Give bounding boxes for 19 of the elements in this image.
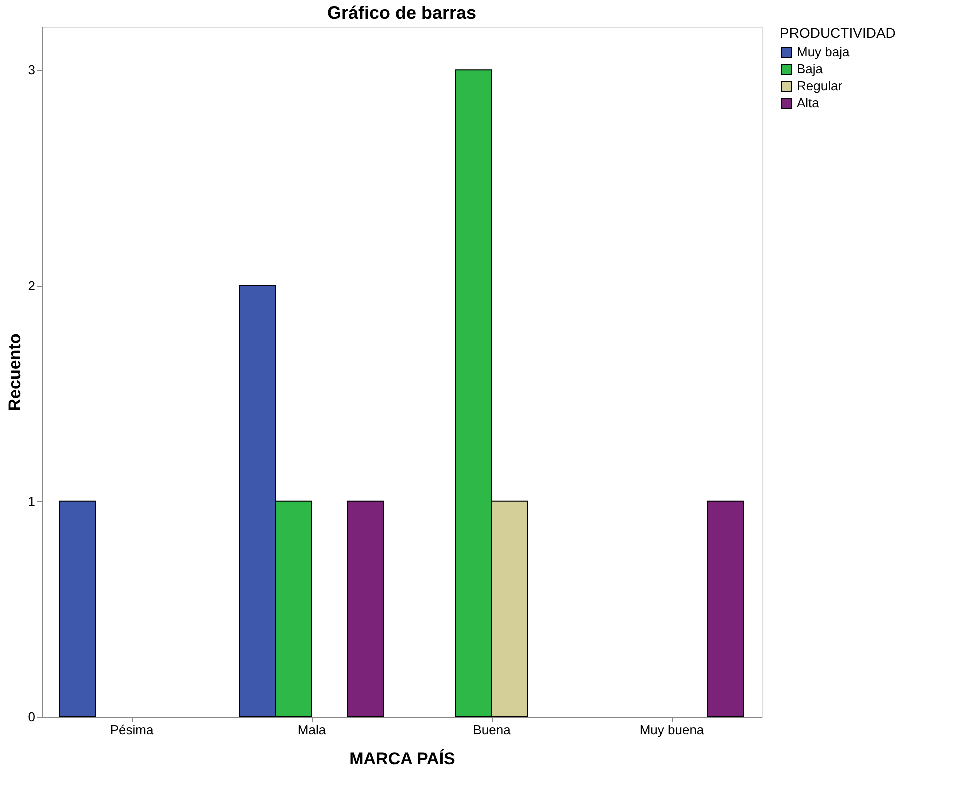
bar: [60, 500, 96, 718]
legend-label: Alta: [797, 96, 820, 110]
bar: [348, 500, 384, 718]
y-tick-label: 3: [28, 62, 36, 78]
x-tick-label: Pésima: [110, 722, 154, 738]
x-tick-label: Mala: [298, 722, 327, 738]
legend-label: Muy baja: [797, 44, 851, 60]
legend-label: Regular: [797, 78, 844, 94]
y-axis-title: Recuento: [5, 334, 24, 412]
chart-title: Gráfico de barras: [327, 3, 477, 23]
x-tick-label: Buena: [473, 722, 512, 738]
x-axis-title: MARCA PAÍS: [350, 748, 456, 768]
y-tick-label: 0: [28, 710, 36, 724]
legend-title: PRODUCTIVIDAD: [780, 25, 896, 41]
legend-label: Baja: [797, 62, 824, 76]
x-tick-label: Muy buena: [640, 722, 705, 738]
bar: [708, 500, 744, 718]
y-tick-label: 2: [28, 278, 36, 294]
y-tick-label: 1: [28, 494, 36, 509]
